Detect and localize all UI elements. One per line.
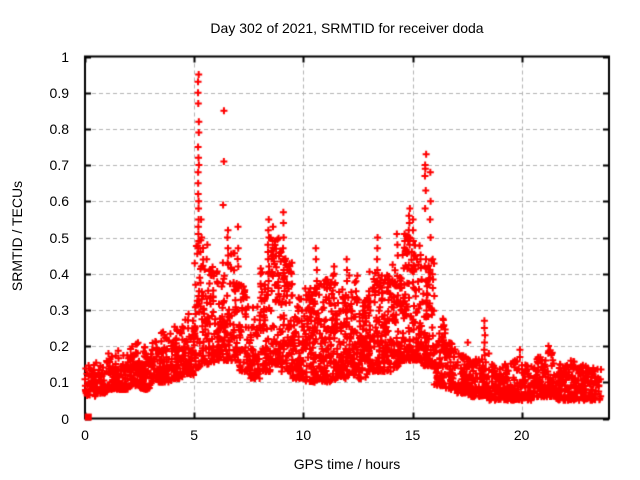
y-tick-label: 0 (61, 410, 69, 427)
x-tick-label: 5 (190, 427, 199, 443)
y-tick-label: 0.7 (49, 157, 69, 174)
y-tick-label: 0.2 (49, 338, 69, 355)
x-tick-label: 10 (295, 427, 312, 443)
y-tick-label: 0.9 (49, 84, 69, 101)
chart-title: Day 302 of 2021, SRMTID for receiver dod… (210, 20, 484, 36)
x-axis-label: GPS time / hours (293, 456, 401, 472)
x-tick-label: 15 (404, 427, 421, 443)
y-tick-label: 0.3 (49, 301, 69, 318)
y-tick-label: 1 (61, 48, 69, 65)
y-tick-label: 0.1 (49, 374, 69, 391)
y-tick-label: 0.4 (49, 265, 69, 282)
y-tick-label: 0.8 (49, 120, 69, 137)
x-tick-label: 20 (513, 427, 530, 443)
y-tick-label: 0.6 (49, 193, 69, 210)
x-tick-label: 0 (81, 427, 89, 443)
y-tick-label: 0.5 (49, 229, 69, 246)
